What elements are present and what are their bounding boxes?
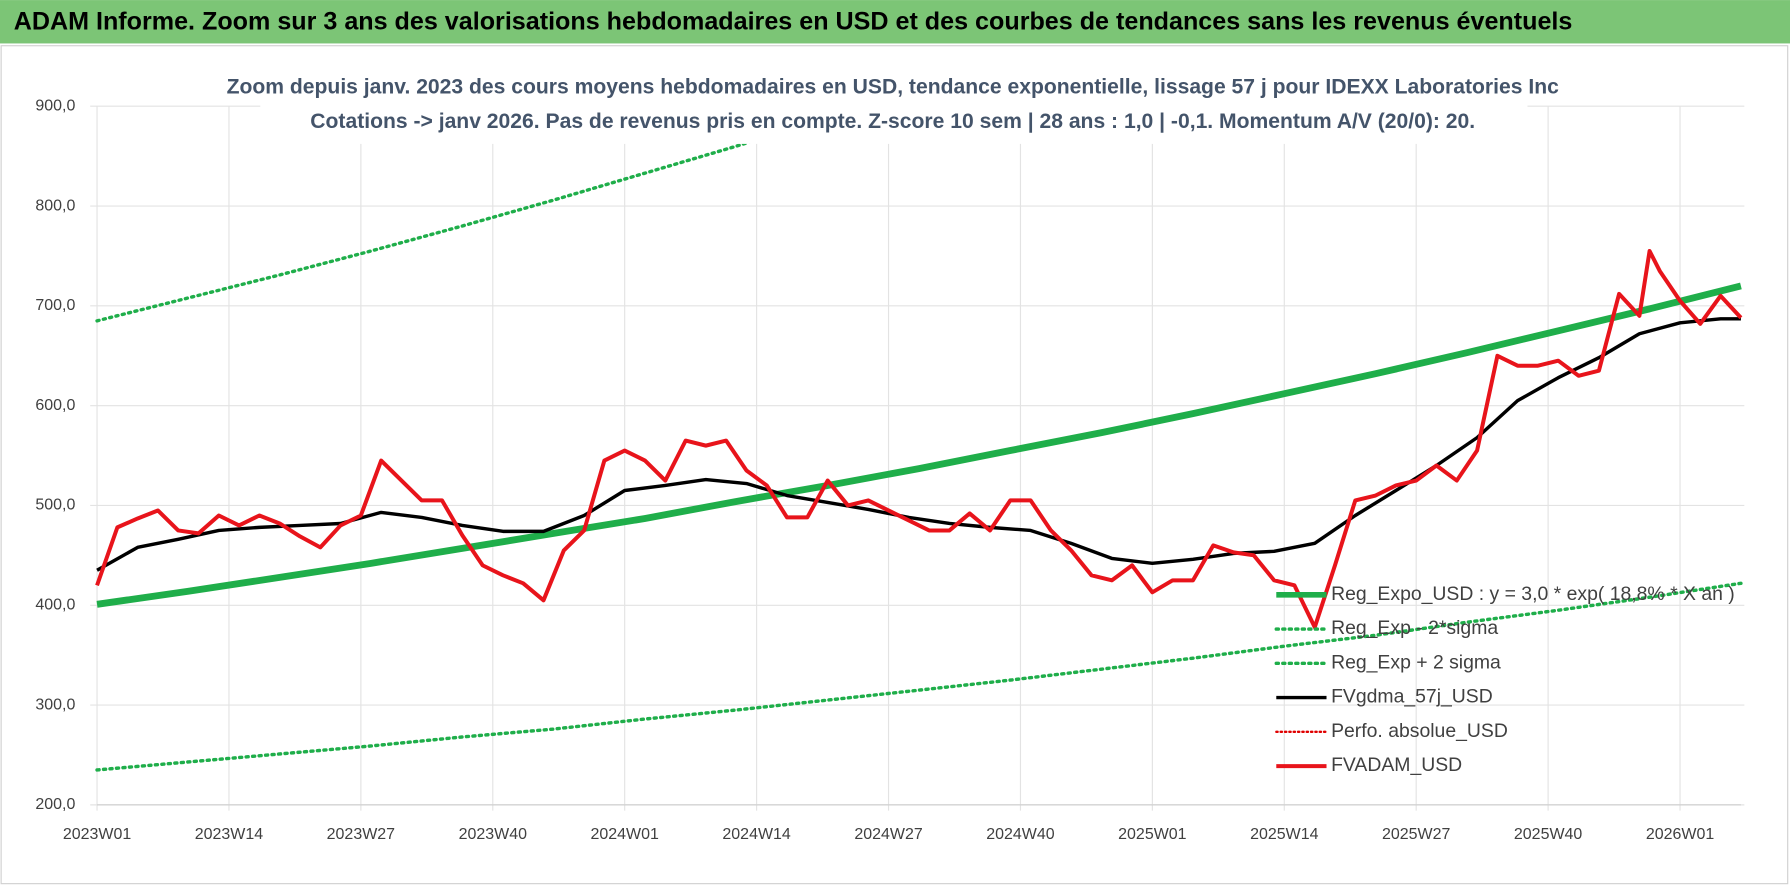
x-tick-label: 2023W01 bbox=[63, 826, 131, 843]
x-tick-label: 2024W40 bbox=[986, 826, 1054, 843]
chart-subtitle: Cotations -> janv 2026. Pas de revenus p… bbox=[310, 110, 1475, 133]
x-tick-label: 2026W01 bbox=[1646, 826, 1714, 843]
y-tick-label: 200,0 bbox=[35, 796, 75, 813]
header-bar bbox=[0, 0, 1790, 44]
x-tick-label: 2023W27 bbox=[327, 826, 395, 843]
y-tick-label: 600,0 bbox=[35, 397, 75, 414]
x-tick-label: 2024W14 bbox=[722, 826, 790, 843]
x-tick-label: 2024W01 bbox=[591, 826, 659, 843]
series-line bbox=[96, 282, 1742, 608]
x-tick-label: 2025W14 bbox=[1250, 826, 1318, 843]
legend-label: Perfo. absolue_USD bbox=[1331, 720, 1508, 742]
x-tick-label: 2025W01 bbox=[1118, 826, 1186, 843]
y-tick-label: 700,0 bbox=[35, 297, 75, 314]
y-tick-label: 300,0 bbox=[35, 696, 75, 713]
y-tick-label: 500,0 bbox=[35, 497, 75, 514]
legend: Reg_Expo_USD : y = 3,0 * exp( 18,8% * X … bbox=[1274, 583, 1735, 776]
y-tick-label: 800,0 bbox=[35, 197, 75, 214]
x-tick-label: 2025W40 bbox=[1514, 826, 1582, 843]
series-line bbox=[95, 106, 868, 323]
y-tick-label: 400,0 bbox=[35, 596, 75, 613]
y-tick-label: 900,0 bbox=[35, 97, 75, 114]
grid: 200,0 300,0 400,0 500,0 600,0 700,0 800,0 900,0… bbox=[35, 97, 1745, 843]
x-tick-label: 2023W40 bbox=[459, 826, 527, 843]
series-line bbox=[96, 317, 1741, 572]
chart-frame bbox=[0, 45, 1789, 885]
legend-label: Reg_Exp + 2 sigma bbox=[1331, 651, 1501, 673]
series-line bbox=[95, 581, 1743, 772]
chart-title: Zoom depuis janv. 2023 des cours moyens … bbox=[227, 76, 1560, 99]
x-tick-label: 2023W14 bbox=[195, 826, 263, 843]
header-title: ADAM Informe. Zoom sur 3 ans des valoris… bbox=[14, 8, 1573, 36]
plot-lines bbox=[95, 106, 1743, 772]
series-line bbox=[95, 248, 1743, 630]
title-background bbox=[260, 68, 1528, 144]
legend-label: FVADAM_USD bbox=[1331, 754, 1462, 776]
legend-label: Reg_Expo_USD : y = 3,0 * exp( 18,8% * X … bbox=[1331, 583, 1735, 605]
legend-label: FVgdma_57j_USD bbox=[1331, 686, 1493, 708]
x-tick-label: 2024W27 bbox=[854, 826, 922, 843]
x-tick-label: 2025W27 bbox=[1382, 826, 1450, 843]
legend-label: Reg_Exp - 2*sigma bbox=[1331, 617, 1498, 639]
